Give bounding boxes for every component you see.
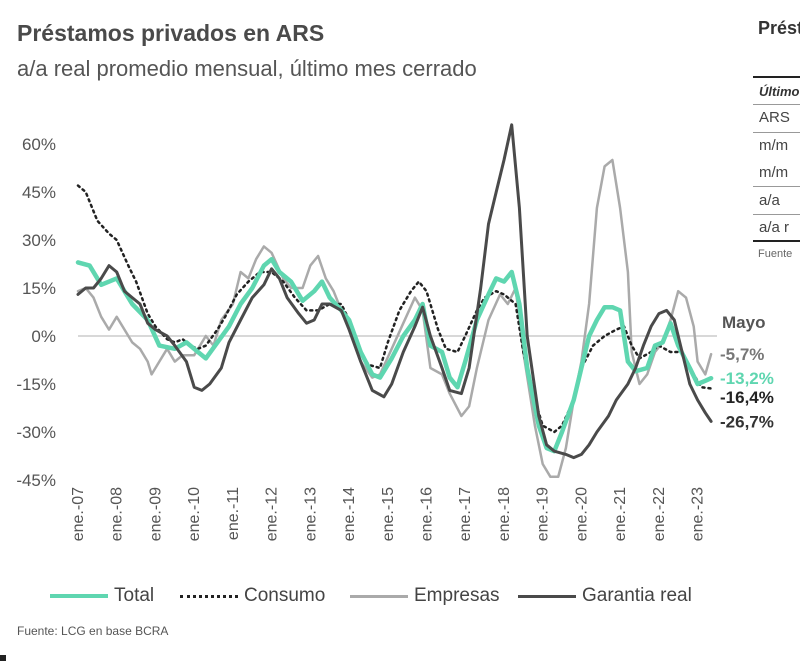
end-label-consumo: -16,4%: [720, 388, 774, 407]
side-panel-table: Último ARS m/m m/m a/a a/a r: [753, 76, 800, 246]
x-tick-label: ene.-15: [380, 487, 397, 541]
chart-subtitle: a/a real promedio mensual, último mes ce…: [17, 56, 477, 81]
side-panel-source: Fuente: [758, 248, 793, 260]
legend-swatch-consumo: [180, 594, 238, 598]
x-tick-label: ene.-07: [70, 487, 87, 541]
side-row-5: a/a r: [759, 219, 790, 236]
side-row-4: a/a: [759, 192, 780, 209]
legend-label-total: Total: [114, 585, 155, 606]
legend-item-empresas: Empresas: [350, 582, 500, 610]
legend-label-garantia: Garantia real: [582, 585, 692, 606]
x-tick-label: ene.-18: [496, 487, 513, 541]
x-tick-label: ene.-19: [535, 487, 552, 541]
legend-label-empresas: Empresas: [414, 585, 500, 606]
series-line-consumo: [76, 184, 713, 434]
side-divider: [753, 214, 800, 215]
legend-item-garantia: Garantia real: [518, 582, 692, 610]
x-tick-label: ene.-13: [302, 487, 319, 541]
x-tick-label: ene.-17: [457, 487, 474, 541]
legend-swatch-empresas: [350, 594, 408, 598]
side-row-2: m/m: [759, 137, 789, 154]
y-tick-label: 45%: [22, 183, 56, 202]
legend-item-consumo: Consumo: [180, 582, 325, 610]
corner-mark: [0, 655, 6, 661]
end-label-empresas: -5,7%: [720, 345, 764, 364]
legend-swatch-total: [50, 594, 108, 598]
legend-label-consumo: Consumo: [244, 585, 326, 606]
x-tick-label: ene.-20: [573, 487, 590, 541]
side-row-0: Último: [759, 84, 800, 99]
y-tick-label: 0%: [31, 327, 56, 346]
side-row-1: ARS: [759, 109, 790, 126]
side-divider: [753, 186, 800, 187]
series-line-empresas: [76, 158, 713, 479]
x-tick-label: ene.-16: [419, 487, 436, 541]
y-tick-label: -30%: [16, 423, 56, 442]
legend-swatch-garantia: [518, 594, 576, 598]
side-divider: [753, 104, 800, 105]
end-annotation: Mayo: [722, 313, 765, 332]
x-tick-label: ene.-14: [341, 487, 358, 541]
line-chart: 60% 45% 30% 15% 0% -15% -30% -45% ene.-07 ene.-08…: [16, 123, 774, 541]
x-tick-label: ene.-09: [147, 487, 164, 541]
side-divider: [753, 132, 800, 133]
side-panel-title: Prést: [758, 18, 800, 38]
y-tick-label: -45%: [16, 471, 56, 490]
chart-title: Préstamos privados en ARS: [17, 20, 325, 46]
end-label-total: -13,2%: [720, 369, 774, 388]
legend: Total Consumo Empresas Garantia real: [50, 582, 770, 610]
x-tick-label: ene.-12: [264, 487, 281, 541]
legend-item-total: Total: [50, 582, 154, 610]
side-panel-bottom-rule: [753, 240, 800, 242]
side-row-3: m/m: [759, 164, 789, 181]
x-tick-label: ene.-23: [690, 487, 707, 541]
x-tick-label: ene.-10: [186, 487, 203, 541]
series-line-garantia-real: [76, 123, 713, 460]
side-panel-top-rule: [753, 76, 800, 78]
source-note: Fuente: LCG en base BCRA: [17, 624, 169, 638]
x-tick-label: ene.-22: [651, 487, 668, 541]
y-tick-label: 15%: [22, 279, 56, 298]
y-tick-label: 30%: [22, 231, 56, 250]
y-tick-label: -15%: [16, 375, 56, 394]
y-tick-label: 60%: [22, 135, 56, 154]
x-tick-label: ene.-21: [612, 487, 629, 541]
end-label-garantia-real: -26,7%: [720, 412, 774, 431]
series-line-total: [75, 256, 714, 454]
x-tick-label: ene.-08: [109, 487, 126, 541]
x-tick-label: ene.-11: [225, 487, 242, 540]
